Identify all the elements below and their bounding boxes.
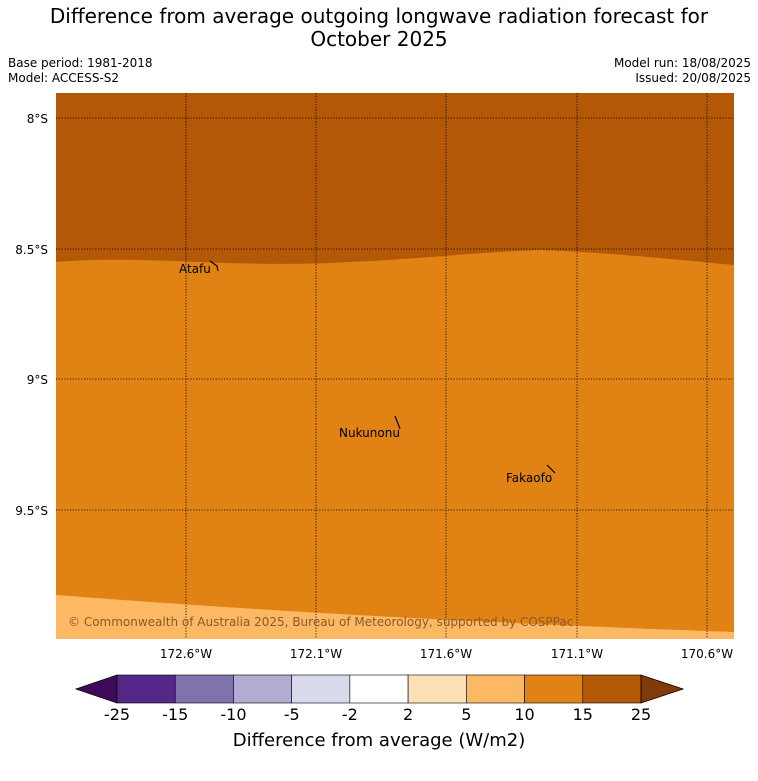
colorbar-bin [582, 674, 642, 704]
colorbar-bin [291, 674, 351, 704]
colorbar-bin [524, 674, 584, 704]
colorbar-bin [174, 674, 234, 704]
lon-label: 171.6°W [420, 647, 472, 661]
place-label-fakaofo: Fakaofo [506, 471, 552, 485]
model-run: Model run: 18/08/2025 [613, 56, 751, 70]
longitude-labels: 172.6°W 172.1°W 171.6°W 171.1°W 170.6°W [160, 647, 733, 661]
latitude-labels: 8°S 8.5°S 9°S 9.5°S [15, 112, 48, 518]
title-line-2: October 2025 [310, 27, 448, 51]
band-10-15 [56, 250, 734, 639]
colorbar-bin [349, 674, 409, 704]
colorbar-tick-label: 25 [631, 705, 651, 724]
place-labels: Atafu Nukunonu Fakaofo [179, 262, 552, 485]
lon-label: 172.1°W [290, 647, 342, 661]
issued-date: Issued: 20/08/2025 [635, 71, 751, 85]
colorbar-tick-label: 2 [403, 705, 413, 724]
colorbar-tick-label: 10 [514, 705, 534, 724]
atafu-atoll [209, 260, 219, 272]
colorbar: -25 -15 -10 -5 -2 2 5 10 15 25 [74, 674, 685, 724]
title-line-1: Difference from average outgoing longwav… [49, 4, 709, 28]
colorbar-bin [407, 674, 467, 704]
colorbar-tick-label: -15 [162, 705, 188, 724]
colorbar-title: Difference from average (W/m2) [232, 730, 526, 751]
copyright-notice: © Commonwealth of Australia 2025, Bureau… [68, 615, 573, 629]
band-5-10 [56, 595, 734, 639]
colorbar-under-arrow [74, 674, 118, 704]
lon-label: 172.6°W [160, 647, 212, 661]
place-label-atafu: Atafu [179, 262, 211, 276]
colorbar-bin [233, 674, 292, 704]
colorbar-bin [466, 674, 525, 704]
colorbar-tick-label: -25 [104, 705, 130, 724]
base-period: Base period: 1981-2018 [8, 56, 153, 70]
lon-label: 170.6°W [681, 647, 733, 661]
nukunonu-atoll [394, 415, 401, 430]
lat-label: 8.5°S [15, 243, 48, 257]
colorbar-tick-label: 5 [461, 705, 471, 724]
colorbar-tick-label: -10 [220, 705, 246, 724]
meta-right: Model run: 18/08/2025 Issued: 20/08/2025 [614, 56, 751, 86]
graticule [56, 93, 734, 639]
map-title: Difference from average outgoing longwav… [0, 5, 758, 51]
colorbar-bin [116, 674, 176, 704]
model-name: Model: ACCESS-S2 [8, 71, 120, 85]
atoll-outlines [209, 260, 556, 474]
colorbar-over-arrow [640, 674, 685, 704]
lat-label: 9.5°S [15, 504, 48, 518]
place-label-nukunonu: Nukunonu [339, 426, 400, 440]
colorbar-tick-label: -5 [284, 705, 300, 724]
lon-label: 171.1°W [551, 647, 603, 661]
colorbar-tick-label: -2 [342, 705, 358, 724]
meta-left: Base period: 1981-2018 Model: ACCESS-S2 [8, 56, 153, 86]
colorbar-tick-label: 15 [573, 705, 593, 724]
lat-label: 8°S [27, 112, 48, 126]
lat-label: 9°S [27, 373, 48, 387]
fakaofo-atoll [546, 464, 556, 474]
